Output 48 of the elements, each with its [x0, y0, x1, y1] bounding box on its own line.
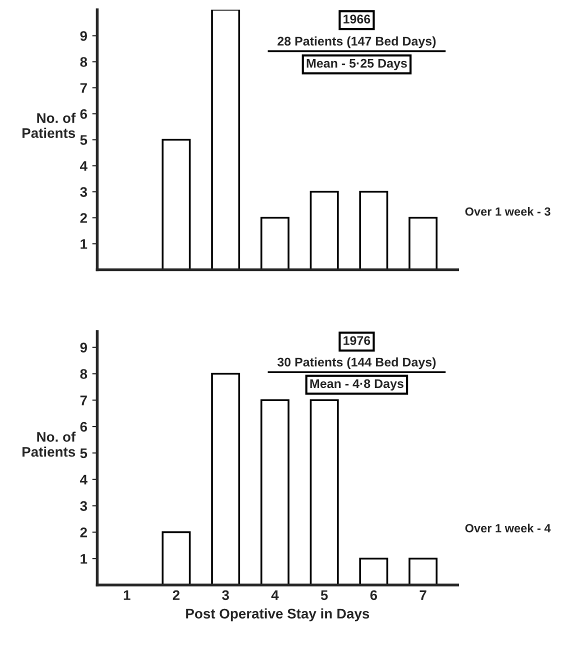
annotation: Mean - 5·25 Days	[306, 58, 407, 70]
bar	[408, 558, 438, 585]
bar	[211, 372, 240, 585]
bar	[310, 190, 339, 270]
y-tick-label: 9	[80, 342, 88, 353]
x-tick-label: 6	[370, 590, 378, 600]
bar	[408, 216, 438, 270]
y-tick-label: 2	[80, 213, 87, 223]
y-tick-label: 4	[80, 161, 88, 171]
x-tick-label: 1	[124, 590, 130, 600]
x-tick-label: 4	[271, 590, 279, 600]
x-tick-label: 3	[222, 590, 229, 600]
y-tick-label: 4	[80, 474, 88, 484]
y-tick-label: 8	[80, 57, 88, 67]
y-tick-label: 8	[80, 369, 88, 379]
y-tick-label: 1	[80, 554, 88, 564]
y-tick-label: 3	[80, 501, 88, 511]
annotation: 1966	[344, 14, 370, 24]
bar	[260, 399, 290, 585]
x-axis-title: Post Operative Stay in Days	[186, 608, 370, 622]
y-tick-label: 3	[80, 187, 88, 197]
y-axis-title: No. of Patients	[22, 112, 76, 138]
bar	[211, 10, 240, 270]
annotation: 1976	[344, 336, 370, 345]
y-tick-label: 6	[80, 109, 88, 119]
annotation: 30 Patients (144 Bed Days)	[277, 357, 436, 370]
y-tick-label: 5	[80, 448, 88, 458]
bar	[260, 216, 290, 270]
y-axis-title: No. of Patients	[22, 432, 76, 457]
x-tick-label: 5	[320, 590, 328, 600]
annotation: 28 Patients (147 Bed Days)	[278, 36, 436, 48]
y-tick-label: 6	[80, 422, 88, 432]
text: Over 1 week - 4	[465, 524, 551, 532]
bar	[359, 190, 388, 270]
y-tick-label: 7	[80, 83, 87, 93]
y-tick-label: 5	[80, 135, 88, 145]
x-tick-label: 2	[172, 590, 180, 600]
text: Over 1 week - 3	[465, 207, 550, 216]
annotation: Mean - 4·8 Days	[310, 379, 404, 391]
bar	[310, 399, 339, 585]
y-tick-label: 9	[80, 31, 88, 41]
y-tick-label: 7	[80, 396, 87, 406]
y-tick-label: 2	[80, 528, 87, 538]
bar	[162, 531, 191, 585]
bar	[359, 558, 388, 585]
bar	[162, 138, 191, 270]
y-tick-label: 1	[80, 239, 88, 249]
x-tick-label: 7	[420, 590, 426, 600]
